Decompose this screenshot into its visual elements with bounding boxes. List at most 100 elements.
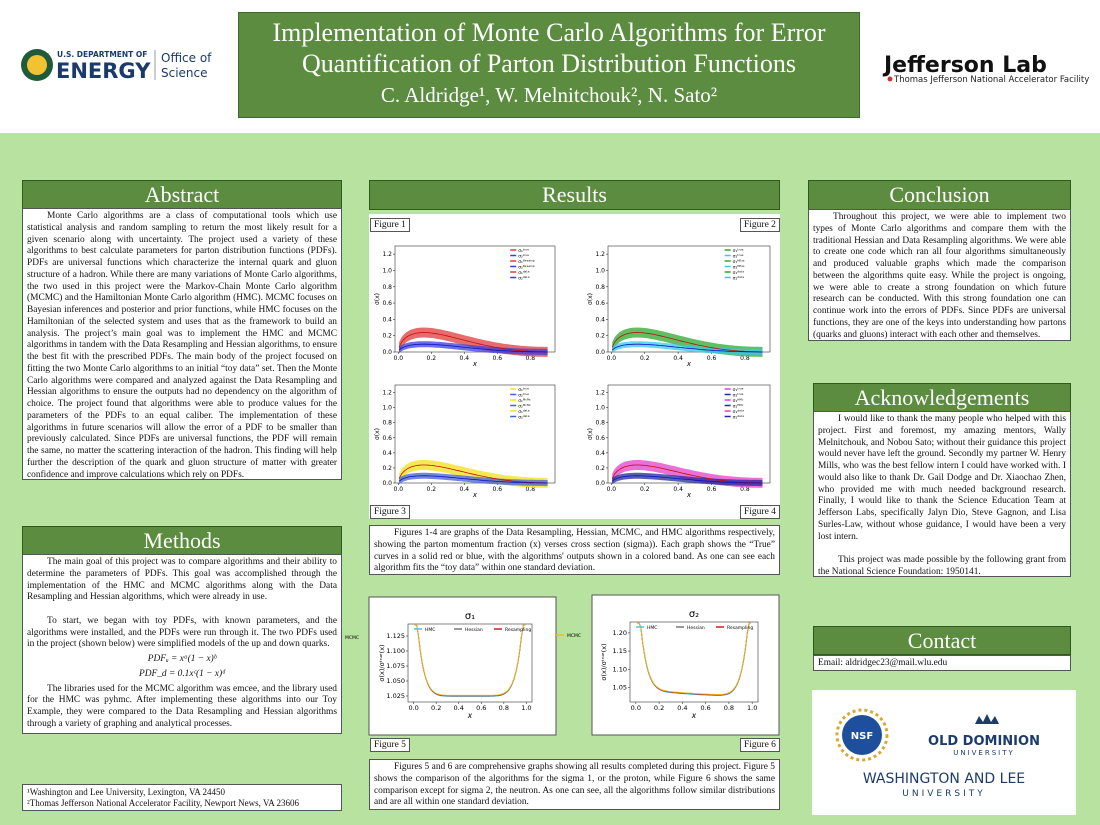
legend-label: σ₂ᵈᵃᵗᵃ: [518, 414, 530, 420]
y-tick-label: 0.4: [382, 450, 392, 457]
ack-p1: I would like to thank the many people wh…: [818, 414, 1066, 542]
equation: PDF_d = 0.1xᶜ(1 − x)ᵈ: [139, 668, 225, 679]
footnote: ¹Washington and Lee University, Lexingto…: [27, 787, 226, 797]
x-tick-label: 0.8: [740, 355, 750, 362]
legend-label: Resampling: [727, 625, 753, 631]
legend-label: MCMC: [567, 633, 581, 639]
x-tick-label: 1.0: [747, 704, 757, 712]
x-tick-label: 0.6: [707, 355, 717, 362]
x-tick-label: 0.2: [640, 355, 650, 362]
legend-label: σ₁ᴿᵉˢᵃᵐᵖ: [518, 260, 535, 265]
plot-frame: [629, 621, 759, 703]
legend-label: σ₂ᴹᶜᴹᶜ: [518, 404, 531, 409]
figure: 0.0 0.2 0.4 0.6 0.8 0.0 0.2 0.4 0.6 0.8 1.0 1.2 x σ(x…: [374, 384, 556, 499]
x-tick-label: 1.0: [521, 704, 531, 712]
legend-label: σ₁ᵗʳᵘᵉ: [733, 388, 744, 393]
y-tick-label: 1.05: [613, 683, 627, 691]
plot-frame: [607, 384, 771, 484]
plot-frame: [394, 384, 556, 484]
y-tick-label: 1.20: [613, 629, 627, 637]
true-curve: [398, 343, 548, 353]
y-tick-label: 0.2: [382, 333, 392, 340]
office-line1: Office of: [161, 51, 212, 65]
y-tick-label: 1.2: [595, 251, 605, 258]
conclusion-heading: Conclusion: [808, 180, 1071, 210]
y-tick-label: 1.075: [386, 662, 405, 670]
legend-label: HMC: [647, 625, 657, 631]
authors: C. Aldridge¹, W. Melnitchouk², N. Sato²: [380, 83, 718, 107]
x-tick-label: 0.6: [492, 355, 502, 362]
x-tick-label: 0.6: [476, 704, 486, 712]
x-tick-label: 0.4: [460, 486, 470, 493]
y-tick-label: 0.8: [382, 420, 392, 427]
figure-label: Figure 6: [740, 738, 780, 752]
y-tick-label: 0.8: [595, 284, 605, 291]
title: Implementation of Monte Carlo Algorithms…: [272, 18, 826, 78]
office-line2: Science: [161, 66, 208, 80]
figure-label: Figure 2: [740, 218, 780, 232]
x-tick-label: 0.4: [673, 486, 683, 493]
y-tick-label: 1.125: [386, 632, 405, 640]
email: Email: aldridgec23@mail.wlu.edu: [818, 658, 948, 668]
jlab-name: Jefferson Lab: [882, 53, 1047, 78]
x-tick-label: 0.8: [525, 486, 535, 493]
title-box: Implementation of Monte Carlo Algorithms…: [238, 12, 860, 118]
x-tick-label: 0.0: [408, 704, 418, 712]
conclusion-box: Throughout this project, we were able to…: [808, 209, 1071, 341]
y-tick-label: 0.0: [595, 349, 605, 356]
plot-frame: [607, 245, 771, 353]
y-axis-label: σ(x): [374, 428, 381, 440]
caption1: Figures 1-4 are graphs of the Data Resam…: [374, 528, 775, 574]
legend-label: σ₂ᴴᴹᶜ: [733, 403, 744, 409]
y-tick-label: 0.6: [595, 435, 605, 442]
y-tick-label: 1.0: [382, 267, 392, 274]
x-tick-label: 0.2: [427, 486, 437, 493]
x-tick-label: 0.8: [724, 704, 734, 712]
sponsor-logos: NSF OLD DOMINION UNIVERSITY WASHINGTON A…: [835, 708, 1040, 799]
legend-label: σ₁ᵈᵃᵗᵃ: [733, 409, 745, 415]
caption1-box: Figures 1-4 are graphs of the Data Resam…: [369, 525, 780, 575]
y-tick-label: 0.4: [595, 450, 605, 457]
x-tick-label: 0.0: [394, 486, 404, 493]
y-axis-label: σ(x)/σᵗʳᵘᵉ(x): [378, 644, 386, 681]
y-tick-label: 1.0: [595, 267, 605, 274]
ack-p2: This project was made possible by the fo…: [818, 555, 1066, 577]
figure: 0.0 0.2 0.4 0.6 0.8 0.0 0.2 0.4 0.6 0.8 1.0 1.2 x σ(x…: [587, 384, 771, 499]
true-curve: [611, 343, 763, 353]
x-tick-label: 0.2: [654, 704, 664, 712]
legend-label: Resampling: [505, 627, 531, 633]
legend-label: σ₂ᵗʳᵘᵉ: [518, 254, 529, 259]
y-tick-label: 1.2: [382, 390, 392, 397]
legend-label: Hessian: [687, 625, 705, 631]
contact-box: Email: aldridgec23@mail.wlu.edu: [813, 655, 1071, 671]
y-tick-label: 0.6: [382, 435, 392, 442]
figure-label: Figure 4: [740, 505, 780, 519]
x-tick-label: 0.8: [499, 704, 509, 712]
y-tick-label: 0.0: [382, 349, 392, 356]
true-curve: [611, 332, 763, 353]
y-tick-label: 0.2: [595, 465, 605, 472]
footnote: ²Thomas Jefferson National Accelerator F…: [27, 798, 300, 808]
footnotes: ¹Washington and Lee University, Lexingto…: [22, 784, 342, 811]
figure: 0.0 0.2 0.4 0.6 0.8 1.0 1.025 1.050 1.075 1.100 1.…: [334, 611, 533, 720]
plot-frame: [407, 623, 533, 703]
true-curve: [611, 475, 763, 484]
figure6-panel: [591, 594, 780, 736]
legend-label: MCMC: [345, 635, 359, 641]
y-tick-label: 1.100: [386, 647, 405, 655]
results-heading: Results: [369, 180, 780, 210]
y-axis-label: σ(x): [374, 293, 381, 305]
figure: 0.0 0.2 0.4 0.6 0.8 1.0 1.05 1.10 1.15 1.20 x σ(x)/…: [556, 609, 759, 720]
x-tick-label: 0.4: [677, 704, 687, 712]
x-tick-label: 0.6: [707, 486, 717, 493]
x-tick-label: 0.0: [607, 355, 617, 362]
methods-p2: To start, we began with toy PDFs, with k…: [27, 615, 337, 650]
legend-label: σ₂ᵈᵃᵗᵃ: [733, 414, 745, 420]
x-axis-label: x: [691, 711, 697, 720]
methods-heading: Methods: [22, 526, 342, 555]
figure-label: Figure 5: [370, 738, 410, 752]
x-tick-label: 0.0: [631, 704, 641, 712]
legend-label: σ₁ᵈᵃᵗᵃ: [518, 409, 530, 415]
abstract-heading: Abstract: [22, 180, 342, 209]
legend-label: HMC: [425, 627, 435, 633]
